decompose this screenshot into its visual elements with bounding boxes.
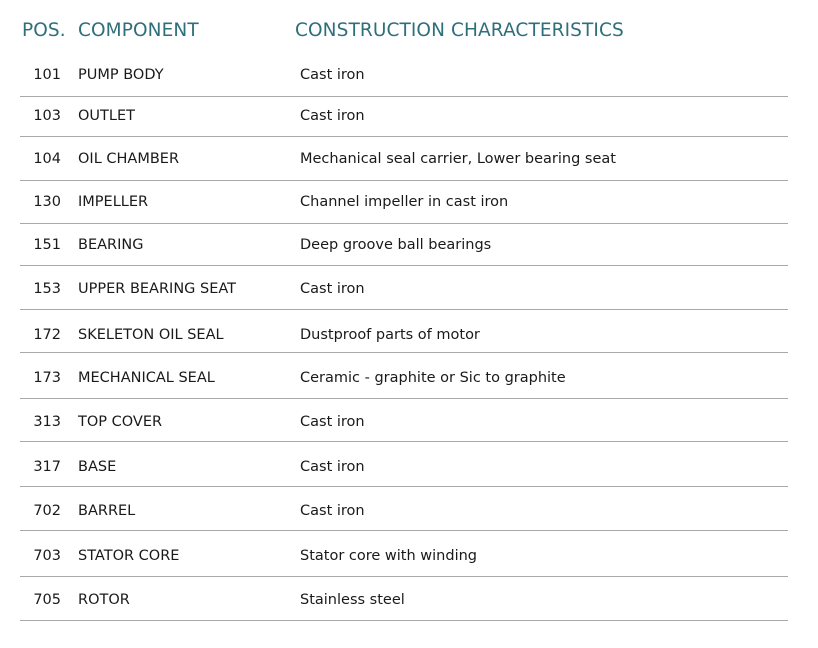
table-row: 151 BEARING Deep groove ball bearings <box>20 237 788 259</box>
pos-cell: 703 <box>33 548 61 564</box>
component-cell: UPPER BEARING SEAT <box>78 281 237 297</box>
table-row: 317 BASE Cast iron <box>20 459 788 481</box>
characteristics-cell: Dustproof parts of motor <box>300 327 480 343</box>
characteristics-cell: Ceramic - graphite or Sic to graphite <box>300 370 566 386</box>
pos-cell: 103 <box>33 108 61 124</box>
pos-cell: 104 <box>33 151 61 167</box>
header-characteristics: CONSTRUCTION CHARACTERISTICS <box>295 20 624 41</box>
characteristics-cell: Channel impeller in cast iron <box>300 194 509 210</box>
component-cell: IMPELLER <box>78 194 149 210</box>
pos-cell: 173 <box>33 370 61 386</box>
characteristics-cell: Cast iron <box>300 414 365 430</box>
component-cell: MECHANICAL SEAL <box>78 370 215 386</box>
row-divider <box>20 441 788 442</box>
component-cell: OUTLET <box>78 108 135 124</box>
pos-cell: 101 <box>33 67 61 83</box>
characteristics-cell: Cast iron <box>300 503 365 519</box>
pos-cell: 317 <box>33 459 61 475</box>
pos-cell: 130 <box>33 194 61 210</box>
pos-cell: 151 <box>33 237 61 253</box>
row-divider <box>20 180 788 181</box>
component-cell: SKELETON OIL SEAL <box>78 327 224 343</box>
row-divider <box>20 486 788 487</box>
row-divider <box>20 352 788 353</box>
pos-cell: 705 <box>33 592 61 608</box>
table-row: 103 OUTLET Cast iron <box>20 108 788 130</box>
row-divider <box>20 309 788 310</box>
characteristics-cell: Cast iron <box>300 281 365 297</box>
row-divider <box>20 620 788 621</box>
row-divider <box>20 96 788 97</box>
table-row: 705 ROTOR Stainless steel <box>20 592 788 614</box>
characteristics-cell: Deep groove ball bearings <box>300 237 492 253</box>
table-row: 172 SKELETON OIL SEAL Dustproof parts of m… <box>20 327 788 349</box>
component-cell: BASE <box>78 459 117 475</box>
table-row: 173 MECHANICAL SEAL Ceramic - graphite or … <box>20 370 788 392</box>
row-divider <box>20 223 788 224</box>
row-divider <box>20 576 788 577</box>
component-cell: STATOR CORE <box>78 548 180 564</box>
header-component: COMPONENT <box>78 20 199 41</box>
header-pos: POS. <box>22 20 66 41</box>
characteristics-cell: Cast iron <box>300 459 365 475</box>
row-divider <box>20 265 788 266</box>
table-row: 130 IMPELLER Channel impeller in cast iron <box>20 194 788 216</box>
table-row: 313 TOP COVER Cast iron <box>20 414 788 436</box>
characteristics-cell: Stainless steel <box>300 592 405 608</box>
row-divider <box>20 398 788 399</box>
characteristics-cell: Mechanical seal carrier, Lower bearing s… <box>300 151 616 167</box>
table-row: 153 UPPER BEARING SEAT Cast iron <box>20 281 788 303</box>
row-divider <box>20 136 788 137</box>
row-divider <box>20 530 788 531</box>
characteristics-cell: Cast iron <box>300 108 365 124</box>
component-cell: TOP COVER <box>78 414 163 430</box>
component-cell: OIL CHAMBER <box>78 151 180 167</box>
component-cell: BARREL <box>78 503 136 519</box>
table-row: 703 STATOR CORE Stator core with winding <box>20 548 788 570</box>
component-cell: ROTOR <box>78 592 130 608</box>
pos-cell: 153 <box>33 281 61 297</box>
component-cell: PUMP BODY <box>78 67 164 83</box>
table-row: 702 BARREL Cast iron <box>20 503 788 525</box>
component-cell: BEARING <box>78 237 144 253</box>
characteristics-cell: Cast iron <box>300 67 365 83</box>
pos-cell: 313 <box>33 414 61 430</box>
table-row: 104 OIL CHAMBER Mechanical seal carrier, L… <box>20 151 788 173</box>
pos-cell: 702 <box>33 503 61 519</box>
pos-cell: 172 <box>33 327 61 343</box>
characteristics-cell: Stator core with winding <box>300 548 477 564</box>
table-row: 101 PUMP BODY Cast iron <box>20 67 788 89</box>
